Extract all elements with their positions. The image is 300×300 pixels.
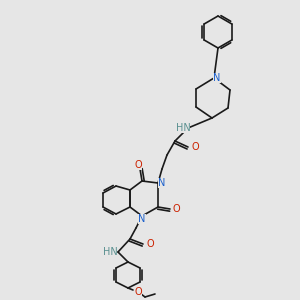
Text: N: N [158,178,166,188]
Text: HN: HN [103,247,117,257]
Text: O: O [134,160,142,170]
Text: HN: HN [176,123,190,133]
Text: O: O [172,204,180,214]
Text: N: N [138,214,146,224]
Text: O: O [146,239,154,249]
Text: N: N [213,73,221,83]
Text: O: O [134,287,142,297]
Text: O: O [191,142,199,152]
